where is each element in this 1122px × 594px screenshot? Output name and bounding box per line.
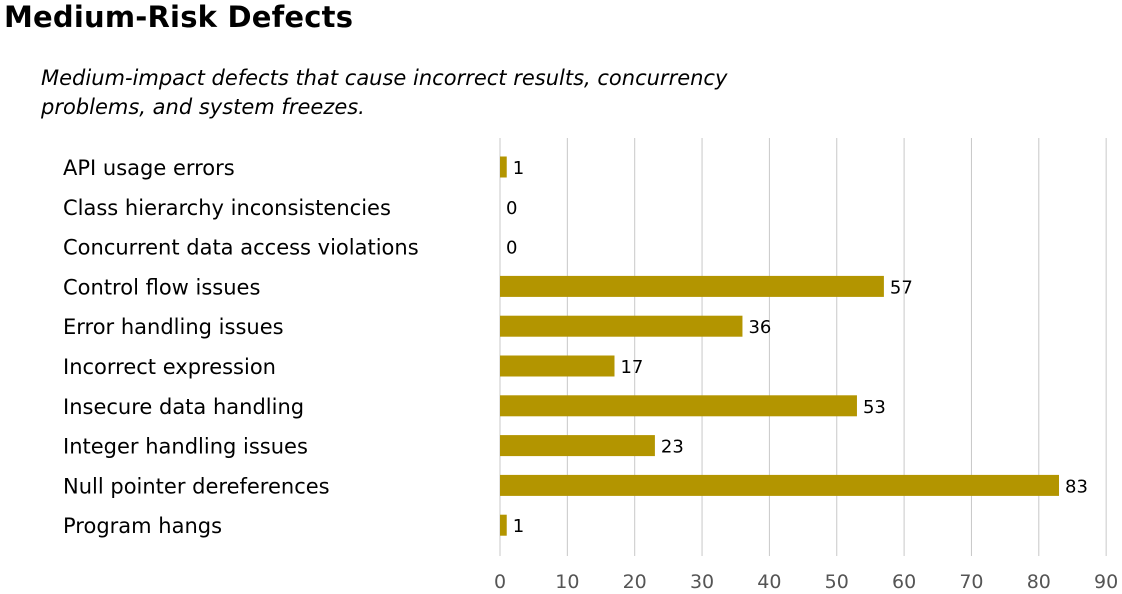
x-tick-label: 70 xyxy=(959,571,983,593)
bar xyxy=(500,514,507,536)
x-tick-label: 80 xyxy=(1027,571,1051,593)
x-tick-label: 90 xyxy=(1094,571,1118,593)
bar xyxy=(500,156,507,178)
bar xyxy=(500,315,743,337)
bar xyxy=(500,395,857,417)
x-tick-label: 50 xyxy=(825,571,849,593)
category-label: Incorrect expression xyxy=(63,355,276,379)
data-label: 1 xyxy=(513,516,524,537)
data-label: 57 xyxy=(890,277,913,298)
data-label: 1 xyxy=(513,158,524,179)
x-tick-label: 0 xyxy=(494,571,506,593)
category-label: Concurrent data access violations xyxy=(63,236,419,260)
x-tick-label: 40 xyxy=(757,571,781,593)
bar xyxy=(500,474,1060,496)
category-label: Error handling issues xyxy=(63,315,284,339)
x-tick-label: 20 xyxy=(623,571,647,593)
x-tick-label: 30 xyxy=(690,571,714,593)
category-label: Control flow issues xyxy=(63,275,260,299)
category-label: Class hierarchy inconsistencies xyxy=(63,196,391,220)
x-tick-label: 10 xyxy=(555,571,579,593)
category-label: Insecure data handling xyxy=(63,395,304,419)
category-label: Program hangs xyxy=(63,514,222,538)
data-label: 0 xyxy=(506,238,517,259)
chart-subtitle: Medium-impact defects that cause incorre… xyxy=(41,66,728,119)
category-label: Integer handling issues xyxy=(63,435,308,459)
data-label: 53 xyxy=(863,397,886,418)
category-label: API usage errors xyxy=(63,156,235,180)
category-label: Null pointer dereferences xyxy=(63,474,330,498)
data-label: 17 xyxy=(620,357,643,378)
data-label: 23 xyxy=(661,437,684,458)
category-labels: API usage errors Class hierarchy inconsis… xyxy=(63,156,419,538)
data-label: 36 xyxy=(748,317,771,338)
data-label: 0 xyxy=(506,198,517,219)
bar xyxy=(500,275,884,297)
data-labels: 1 0 0 57 36 17 53 23 83 1 xyxy=(506,158,1088,537)
data-label: 83 xyxy=(1065,476,1088,497)
chart-title: Medium-Risk Defects xyxy=(4,0,354,34)
x-axis-ticks: 0 10 20 30 40 50 60 70 80 90 xyxy=(494,571,1118,593)
x-tick-label: 60 xyxy=(892,571,916,593)
bar xyxy=(500,435,655,457)
bars xyxy=(500,156,1060,536)
bar xyxy=(500,355,615,377)
